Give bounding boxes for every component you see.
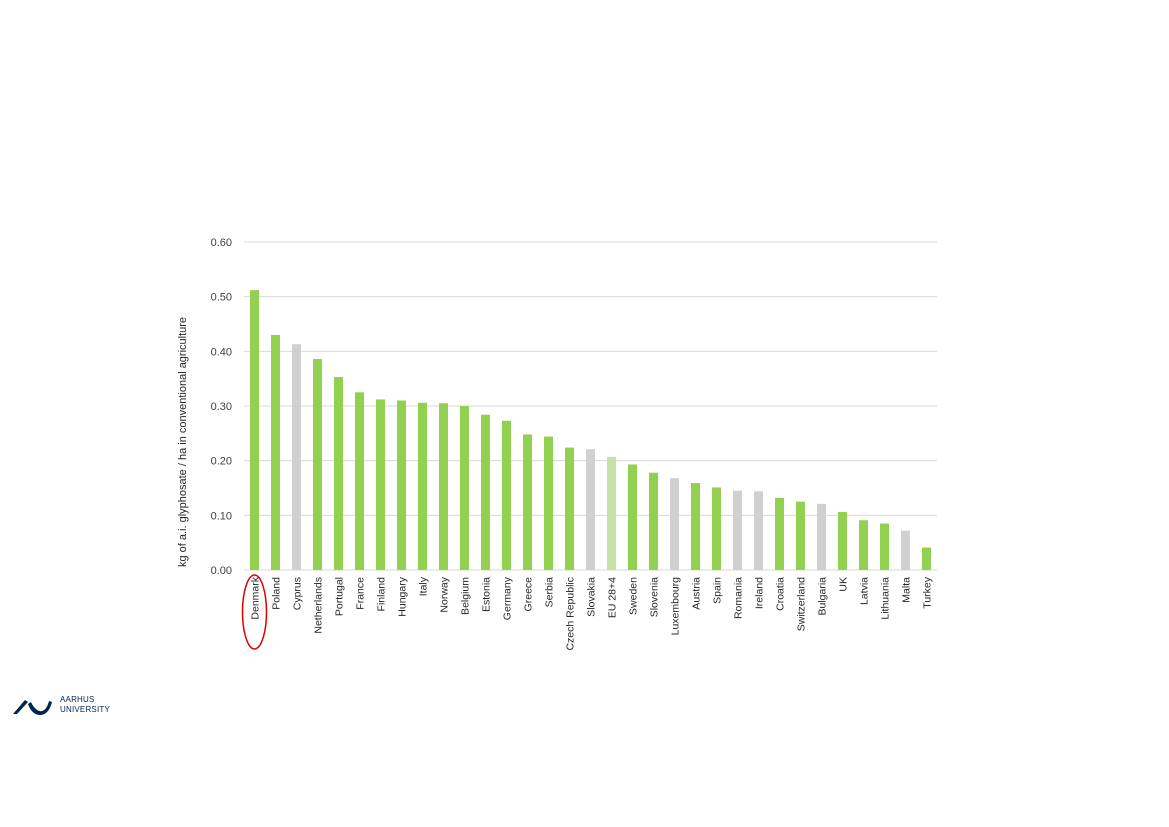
- x-tick-label: Belgium: [460, 577, 472, 615]
- bar-uk: [838, 512, 847, 570]
- x-tick-label: France: [355, 577, 367, 610]
- x-tick-label: Slovakia: [586, 577, 598, 617]
- bar-germany: [502, 420, 511, 570]
- x-tick-label: Lithuania: [880, 577, 892, 620]
- x-tick-label: Switzerland: [796, 577, 808, 631]
- bar-latvia: [859, 520, 868, 570]
- x-tick-label: Romania: [733, 577, 745, 619]
- y-tick-label: 0.30: [211, 401, 232, 413]
- y-axis-title: kg of a.i. glyphosate / ha in convention…: [177, 317, 189, 567]
- bar-turkey: [922, 547, 931, 570]
- y-tick-label: 0.60: [211, 237, 232, 249]
- logo-line-1: AARHUS: [60, 695, 95, 704]
- bar-bulgaria: [817, 503, 826, 570]
- bar-ireland: [754, 491, 763, 570]
- x-tick-label: Estonia: [481, 577, 493, 612]
- x-tick-label: Germany: [502, 576, 514, 620]
- bar-sweden: [628, 464, 637, 570]
- y-axis-ticks: 0.00 0.10 0.20 0.30 0.40 0.50 0.60: [211, 237, 232, 577]
- bar-finland: [376, 399, 385, 570]
- logo-text: AARHUS UNIVERSITY: [60, 695, 110, 715]
- y-tick-label: 0.00: [211, 565, 232, 577]
- x-axis-labels: Denmark Poland Cyprus Netherlands Portugal Fr…: [250, 576, 934, 650]
- x-tick-label: Poland: [271, 577, 283, 610]
- x-tick-label: Portugal: [334, 577, 346, 616]
- bar-eu-28-4: [607, 456, 616, 570]
- x-tick-label: EU 28+4: [607, 577, 619, 618]
- x-tick-label: Serbia: [544, 577, 556, 608]
- y-tick-label: 0.40: [211, 346, 232, 358]
- bars: [250, 290, 931, 570]
- x-tick-label: Luxembourg: [670, 577, 682, 636]
- highlight-ellipse: [241, 574, 268, 650]
- bar-lithuania: [880, 523, 889, 570]
- bar-austria: [691, 483, 700, 570]
- bar-luxembourg: [670, 478, 679, 570]
- x-tick-label: Italy: [418, 576, 430, 596]
- bar-hungary: [397, 400, 406, 570]
- x-tick-label: Denmark: [250, 576, 262, 619]
- bar-poland: [271, 334, 280, 570]
- x-tick-label: Slovenia: [649, 577, 661, 617]
- bar-france: [355, 392, 364, 570]
- y-tick-label: 0.10: [211, 510, 232, 522]
- bar-estonia: [481, 414, 490, 570]
- bar-greece: [523, 434, 532, 570]
- x-tick-label: Sweden: [628, 577, 640, 615]
- aarhus-university-logo: AARHUS UNIVERSITY: [12, 693, 110, 717]
- x-tick-label: Bulgaria: [817, 577, 829, 616]
- x-tick-label: Czech Republic: [565, 577, 577, 651]
- x-tick-label: Finland: [376, 577, 388, 612]
- bar-denmark: [250, 290, 259, 570]
- bar-slovenia: [649, 472, 658, 570]
- x-tick-label: Cyprus: [292, 577, 304, 610]
- x-tick-label: Turkey: [922, 576, 934, 608]
- x-tick-label: Greece: [523, 577, 535, 612]
- y-tick-label: 0.50: [211, 292, 232, 304]
- bar-spain: [712, 487, 721, 570]
- x-tick-label: UK: [838, 577, 850, 592]
- bar-netherlands: [313, 358, 322, 570]
- logo-line-2: UNIVERSITY: [60, 705, 111, 714]
- bar-slovakia: [586, 449, 595, 570]
- bar-romania: [733, 490, 742, 570]
- bar-norway: [439, 403, 448, 570]
- bar-cyprus: [292, 344, 301, 570]
- bar-switzerland: [796, 501, 805, 570]
- bar-italy: [418, 402, 427, 570]
- x-tick-label: Latvia: [859, 577, 871, 605]
- x-tick-label: Croatia: [775, 577, 787, 611]
- y-tick-label: 0.20: [211, 456, 232, 468]
- bar-portugal: [334, 377, 343, 570]
- bar-croatia: [775, 497, 784, 570]
- x-tick-label: Hungary: [397, 576, 409, 616]
- x-tick-label: Ireland: [754, 577, 766, 609]
- x-tick-label: Austria: [691, 577, 703, 610]
- x-tick-label: Malta: [901, 577, 913, 603]
- bar-malta: [901, 530, 910, 570]
- x-tick-label: Norway: [439, 576, 451, 612]
- aarhus-logo-icon: [13, 700, 52, 715]
- x-tick-label: Spain: [712, 577, 724, 604]
- bar-czech-republic: [565, 447, 574, 570]
- bar-serbia: [544, 436, 553, 570]
- bar-belgium: [460, 406, 469, 570]
- x-tick-label: Netherlands: [313, 577, 325, 634]
